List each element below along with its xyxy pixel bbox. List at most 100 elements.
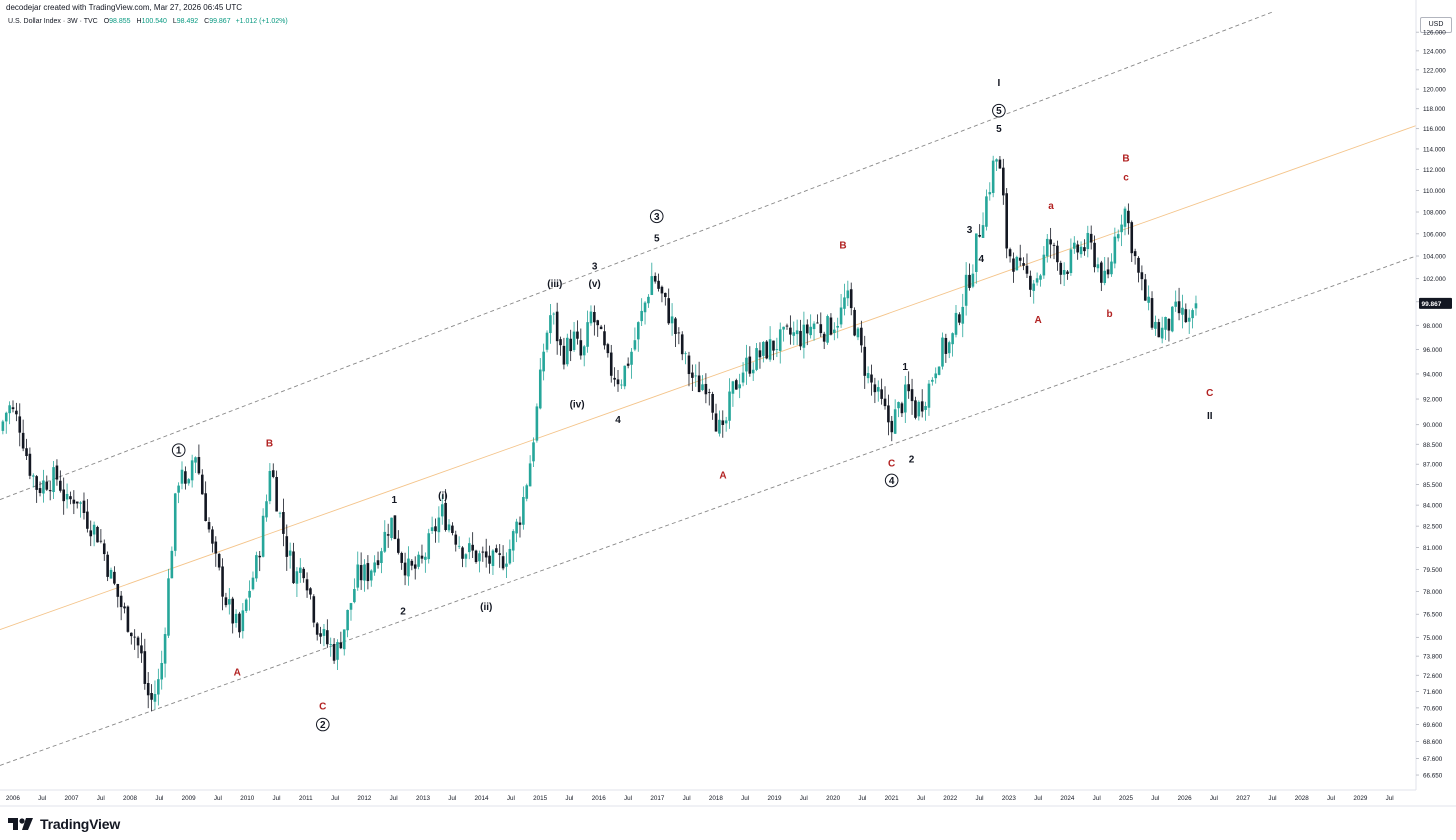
candle-body (302, 568, 305, 579)
candle-body (461, 547, 464, 559)
candle-body (890, 420, 894, 433)
candle-body (988, 192, 992, 195)
time-tick-label: Jul (1034, 795, 1042, 802)
candle-body (836, 325, 839, 328)
candle-body (1039, 275, 1042, 280)
price-tick-label: 82.500 (1423, 524, 1443, 531)
candle-body (184, 471, 187, 484)
time-tick-label: 2010 (240, 795, 255, 802)
channel-upper-line (0, 11, 1273, 501)
wave-label: (i) (438, 491, 447, 502)
candle-body (393, 515, 397, 539)
wave-label: B (839, 240, 846, 251)
candle-body (359, 565, 363, 581)
candle-body (1062, 270, 1066, 275)
candle-body (1042, 254, 1046, 276)
candle-body (741, 372, 745, 383)
wave-label: 3 (649, 209, 664, 224)
time-tick-label: 2015 (533, 795, 548, 802)
candle-body (528, 463, 532, 487)
candle-body (643, 302, 647, 313)
price-tick-label: 81.000 (1423, 545, 1443, 552)
time-axis[interactable]: 2006 Jul 2007 Jul 2008 Jul 2009 Jul 2010 Jul 2011 J… (0, 789, 1456, 807)
candle-body (305, 579, 309, 591)
candle-body (762, 342, 765, 356)
price-tick-label: 108.000 (1423, 210, 1446, 217)
candle-body (1177, 301, 1181, 314)
candle-body (802, 324, 806, 348)
candle-body (457, 545, 461, 547)
price-tick-label: 69.600 (1423, 722, 1443, 729)
candle-body (843, 297, 846, 309)
wave-labels: 1 A B C 2 1 2 (i) (ii) (iii) (iv) (v) 3 4 3 5 A B 1 C 2 4 3 4 I 5… (171, 78, 1213, 732)
wave-label-text: 5 (996, 106, 1002, 117)
candle-body (1123, 208, 1127, 227)
price-tick-label: 71.600 (1423, 689, 1443, 696)
candle-body (606, 344, 610, 354)
time-tick-label: 2018 (709, 795, 724, 802)
wave-label-text: 5 (996, 124, 1002, 135)
candle-body (369, 570, 373, 581)
candle-body (866, 373, 870, 379)
candle-body (511, 531, 515, 551)
candle-body (522, 497, 525, 525)
candle-body (829, 317, 833, 335)
candle-body (298, 567, 302, 573)
candle-body (258, 555, 262, 558)
candle-body (640, 310, 643, 322)
candle-body (751, 369, 755, 374)
candle-body (190, 460, 194, 481)
candle-body (99, 540, 103, 542)
time-tick-label: Jul (1386, 795, 1394, 802)
candle-body (745, 357, 748, 372)
candle-body (288, 550, 292, 556)
symbol-legend: U.S. Dollar Index · 3W · TVC O98.855 H10… (8, 18, 288, 25)
price-tick-label: 73.800 (1423, 654, 1443, 661)
candle-body (1150, 298, 1154, 328)
candle-body (1079, 246, 1083, 255)
time-tick-label: Jul (272, 795, 280, 802)
wave-label: (ii) (480, 602, 492, 613)
candle-body (924, 406, 927, 410)
time-tick-label: 2009 (182, 795, 197, 802)
candle-body (1012, 258, 1015, 272)
candle-body (471, 544, 474, 551)
time-tick-label: 2014 (475, 795, 490, 802)
candle-body (96, 526, 99, 543)
wave-label: 3 (592, 262, 598, 273)
tradingview-brand[interactable]: TradingView (7, 814, 120, 834)
price-axis[interactable]: 126.000 124.000 122.000 120.000 118.000 116.0… (1415, 0, 1452, 790)
candle-body (1157, 322, 1161, 338)
price-tick-label: 106.000 (1423, 231, 1446, 238)
symbol-name[interactable]: U.S. Dollar Index · 3W · TVC (8, 18, 98, 25)
wave-label: A (1035, 315, 1042, 326)
candle-body (312, 596, 316, 623)
candle-body (505, 563, 508, 567)
candle-body (15, 410, 18, 415)
candle-body (846, 290, 850, 299)
candle-body (755, 348, 758, 370)
wave-label-text: (iv) (570, 400, 585, 411)
candle-body (89, 530, 93, 537)
candle-body (244, 599, 248, 611)
candle-body (816, 322, 819, 324)
wave-label-text: 3 (592, 262, 598, 273)
currency-button[interactable]: USD (1420, 17, 1452, 33)
candle-body (985, 196, 988, 227)
candle-body (238, 613, 241, 633)
candle-body (386, 534, 390, 536)
time-tick-label: 2022 (943, 795, 958, 802)
candle-body (1076, 244, 1079, 253)
candle-body (275, 476, 278, 512)
wave-label: (iii) (547, 279, 562, 290)
candle-body (1113, 236, 1117, 264)
candle-body (572, 331, 576, 350)
candle-body (1069, 249, 1073, 274)
candle-body (451, 525, 454, 534)
candle-body (1086, 232, 1090, 250)
wave-label: 1 (391, 495, 397, 506)
wave-label-text: (i) (438, 491, 447, 502)
wave-label-text: 2 (909, 454, 915, 465)
candle-body (555, 311, 559, 342)
